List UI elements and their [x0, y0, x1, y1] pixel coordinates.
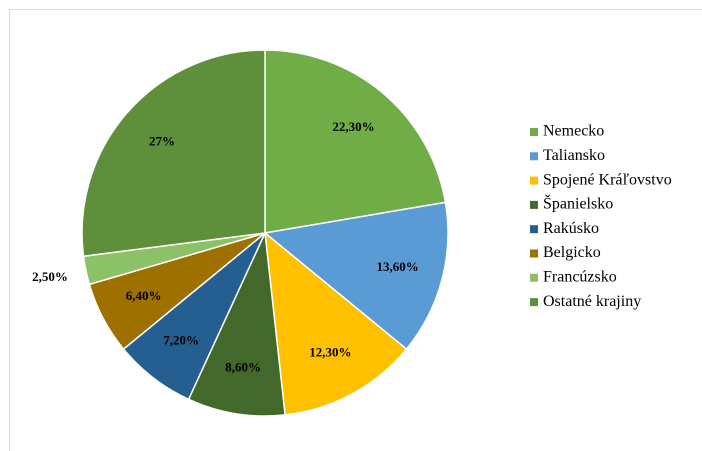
- legend-label: Belgicko: [543, 244, 601, 261]
- data-label: 13,60%: [377, 259, 419, 274]
- legend-label: Nemecko: [543, 123, 604, 140]
- legend-swatch: [530, 128, 538, 136]
- legend-label: Ostatné krajiny: [543, 293, 641, 310]
- pie-slice: [263, 201, 449, 351]
- data-label: 6,40%: [126, 288, 162, 303]
- legend-swatch: [530, 225, 538, 234]
- data-label: 27%: [149, 133, 175, 148]
- data-label: 7,20%: [163, 333, 199, 348]
- pie-slice: [187, 230, 286, 417]
- legend-swatch: [530, 200, 538, 209]
- legend-label: Španielsko: [543, 194, 613, 213]
- legend-label: Taliansko: [543, 147, 605, 164]
- data-label: 2,50%: [32, 269, 68, 284]
- pie-slice: [81, 49, 266, 258]
- legend-label: Francúzsko: [543, 268, 617, 285]
- data-label: 8,60%: [225, 359, 261, 374]
- legend-swatch: [530, 176, 538, 185]
- pie-slice: [264, 49, 447, 234]
- legend-swatch: [530, 249, 538, 258]
- data-label: 12,30%: [309, 345, 351, 360]
- chart-border: [9, 9, 702, 451]
- data-label: 22,30%: [332, 119, 374, 134]
- legend-swatch: [530, 273, 538, 282]
- legend-swatch: [530, 152, 538, 161]
- legend-swatch: [530, 298, 538, 307]
- pie-slice: [264, 231, 408, 416]
- legend-label: Spojené Kráľovstvo: [543, 171, 672, 188]
- legend-label: Rakúsko: [543, 220, 599, 237]
